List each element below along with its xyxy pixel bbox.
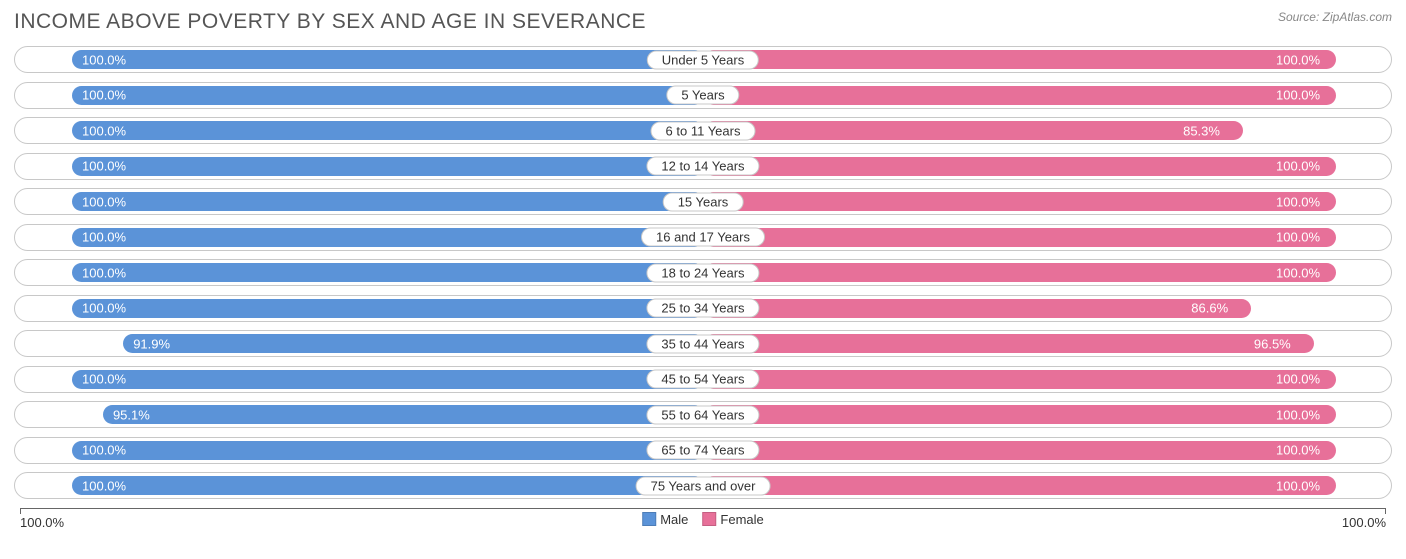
chart-row: 91.9% 96.5% 35 to 44 Years (14, 330, 1392, 357)
chart-title: INCOME ABOVE POVERTY BY SEX AND AGE IN S… (14, 10, 646, 34)
value-female: 100.0% (1276, 265, 1377, 280)
value-male: 100.0% (82, 478, 126, 493)
value-female: 100.0% (1276, 52, 1377, 67)
value-male: 91.9% (133, 336, 170, 351)
value-male: 100.0% (82, 301, 126, 316)
legend-label-male: Male (660, 512, 688, 527)
axis-label-right: 100.0% (1342, 515, 1386, 530)
value-female: 85.3% (1183, 123, 1377, 138)
bar-male (72, 263, 704, 282)
category-label: 35 to 44 Years (646, 334, 759, 353)
axis-tick-left (20, 508, 21, 514)
category-label: 12 to 14 Years (646, 157, 759, 176)
value-male: 100.0% (82, 52, 126, 67)
chart-row: 100.0% 86.6% 25 to 34 Years (14, 295, 1392, 322)
bar-female (704, 228, 1336, 247)
bar-female (704, 405, 1336, 424)
bar-female (704, 334, 1314, 353)
chart-row: 100.0% 100.0% 75 Years and over (14, 472, 1392, 499)
category-label: 18 to 24 Years (646, 263, 759, 282)
value-male: 100.0% (82, 265, 126, 280)
category-label: 5 Years (666, 86, 739, 105)
value-male: 100.0% (82, 230, 126, 245)
bar-female (704, 476, 1336, 495)
value-male: 100.0% (82, 443, 126, 458)
bar-female (704, 50, 1336, 69)
category-label: 65 to 74 Years (646, 441, 759, 460)
category-label: 55 to 64 Years (646, 405, 759, 424)
category-label: 75 Years and over (636, 476, 771, 495)
bar-female (704, 121, 1243, 140)
value-female: 100.0% (1276, 194, 1377, 209)
value-male: 100.0% (82, 194, 126, 209)
bar-female (704, 157, 1336, 176)
axis-label-left: 100.0% (20, 515, 64, 530)
chart-row: 100.0% 85.3% 6 to 11 Years (14, 117, 1392, 144)
value-male: 100.0% (82, 372, 126, 387)
category-label: Under 5 Years (647, 50, 759, 69)
legend: Male Female (642, 512, 764, 527)
value-female: 96.5% (1254, 336, 1377, 351)
chart-row: 100.0% 100.0% Under 5 Years (14, 46, 1392, 73)
bar-female (704, 86, 1336, 105)
chart-header: INCOME ABOVE POVERTY BY SEX AND AGE IN S… (14, 10, 1392, 34)
chart-row: 100.0% 100.0% 15 Years (14, 188, 1392, 215)
category-label: 6 to 11 Years (651, 121, 756, 140)
value-female: 100.0% (1276, 372, 1377, 387)
bar-male (72, 121, 704, 140)
value-male: 100.0% (82, 123, 126, 138)
value-male: 95.1% (113, 407, 150, 422)
chart-row: 100.0% 100.0% 16 and 17 Years (14, 224, 1392, 251)
value-female: 100.0% (1276, 407, 1377, 422)
x-axis: 100.0% 100.0% Male Female (14, 508, 1392, 532)
value-female: 100.0% (1276, 88, 1377, 103)
category-label: 25 to 34 Years (646, 299, 759, 318)
bar-male (72, 192, 704, 211)
bar-male (103, 405, 704, 424)
bar-male (72, 50, 704, 69)
value-male: 100.0% (82, 159, 126, 174)
value-female: 86.6% (1191, 301, 1377, 316)
chart-row: 100.0% 100.0% 18 to 24 Years (14, 259, 1392, 286)
bar-male (72, 370, 704, 389)
axis-tick-right (1385, 508, 1386, 514)
legend-swatch-male (642, 512, 656, 526)
value-female: 100.0% (1276, 230, 1377, 245)
value-female: 100.0% (1276, 159, 1377, 174)
axis-line (20, 508, 1386, 509)
bar-male (72, 299, 704, 318)
legend-swatch-female (702, 512, 716, 526)
legend-item-male: Male (642, 512, 688, 527)
bar-female (704, 370, 1336, 389)
chart-row: 100.0% 100.0% 45 to 54 Years (14, 366, 1392, 393)
bar-male (72, 441, 704, 460)
bar-female (704, 192, 1336, 211)
bar-male (72, 86, 704, 105)
value-female: 100.0% (1276, 443, 1377, 458)
bar-male (72, 228, 704, 247)
chart-row: 100.0% 100.0% 5 Years (14, 82, 1392, 109)
chart-source: Source: ZipAtlas.com (1278, 10, 1392, 24)
bar-female (704, 299, 1251, 318)
category-label: 15 Years (663, 192, 744, 211)
value-male: 100.0% (82, 88, 126, 103)
legend-label-female: Female (720, 512, 763, 527)
bar-male (123, 334, 704, 353)
diverging-bar-chart: 100.0% 100.0% Under 5 Years 100.0% 100.0% 5 Y… (14, 46, 1392, 499)
chart-row: 95.1% 100.0% 55 to 64 Years (14, 401, 1392, 428)
chart-row: 100.0% 100.0% 65 to 74 Years (14, 437, 1392, 464)
chart-row: 100.0% 100.0% 12 to 14 Years (14, 153, 1392, 180)
bar-male (72, 157, 704, 176)
category-label: 45 to 54 Years (646, 370, 759, 389)
category-label: 16 and 17 Years (641, 228, 765, 247)
bar-male (72, 476, 704, 495)
value-female: 100.0% (1276, 478, 1377, 493)
bar-female (704, 263, 1336, 282)
bar-female (704, 441, 1336, 460)
legend-item-female: Female (702, 512, 763, 527)
